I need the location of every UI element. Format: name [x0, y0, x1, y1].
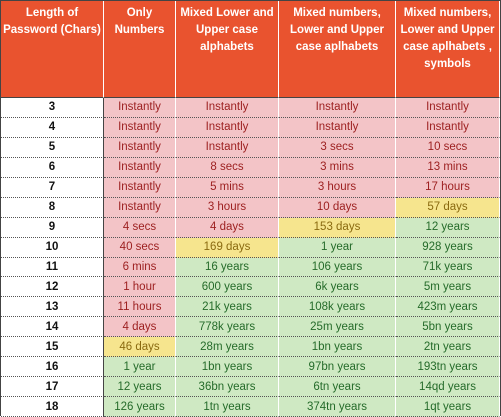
header-mixed-case: Mixed Lower and Upper case alphabets	[176, 1, 279, 98]
header-numbers-mixed-case-symbols-label: Mixed numbers, Lower and Upper case aplh…	[400, 7, 495, 70]
crack-time-cell: 1qt years	[396, 397, 500, 417]
crack-time-cell: 778k years	[176, 317, 279, 338]
crack-time-cell: 11 hours	[104, 297, 176, 318]
crack-time-cell: 46 days	[104, 337, 176, 358]
crack-time-cell: 16 years	[176, 257, 279, 278]
crack-time-cell: 5bn years	[396, 317, 500, 338]
password-length-cell: 13	[1, 297, 104, 318]
crack-time-cell: 2tn years	[396, 337, 500, 358]
crack-time-cell: 4 secs	[104, 217, 176, 238]
crack-time-cell: 3 hours	[176, 197, 279, 218]
crack-time-cell: Instantly	[176, 137, 279, 158]
crack-time-cell: 126 years	[104, 397, 176, 417]
crack-time-cell: Instantly	[104, 157, 176, 178]
crack-time-cell: 57 days	[396, 197, 500, 218]
crack-time-cell: 21k years	[176, 297, 279, 318]
crack-time-cell: Instantly	[176, 98, 279, 118]
password-length-cell: 18	[1, 397, 104, 417]
crack-time-cell: 4 days	[176, 217, 279, 238]
crack-time-cell: Instantly	[279, 117, 396, 138]
header-only-numbers: Only Numbers	[104, 1, 176, 98]
header-mixed-case-label: Mixed Lower and Upper case alphabets	[180, 7, 274, 53]
crack-time-cell: 10 secs	[396, 137, 500, 158]
crack-time-cell: 12 years	[396, 217, 500, 238]
crack-time-cell: 169 days	[176, 237, 279, 258]
password-length-cell: 10	[1, 237, 104, 258]
crack-time-cell: Instantly	[104, 137, 176, 158]
crack-time-cell: 193tn years	[396, 357, 500, 378]
crack-time-cell: 1bn years	[279, 337, 396, 358]
crack-time-cell: 5 mins	[176, 177, 279, 198]
crack-time-cell: 13 mins	[396, 157, 500, 178]
crack-time-cell: 1bn years	[176, 357, 279, 378]
crack-time-cell: 108k years	[279, 297, 396, 318]
crack-time-cell: Instantly	[104, 197, 176, 218]
crack-time-cell: Instantly	[104, 117, 176, 138]
crack-time-cell: 40 secs	[104, 237, 176, 258]
crack-time-cell: 6tn years	[279, 377, 396, 398]
header-numbers-mixed-case-symbols: Mixed numbers, Lower and Upper case aplh…	[396, 1, 500, 98]
password-length-cell: 4	[1, 117, 104, 138]
crack-time-cell: 1 year	[279, 237, 396, 258]
crack-time-cell: Instantly	[176, 117, 279, 138]
crack-time-cell: 36bn years	[176, 377, 279, 398]
crack-time-cell: 17 hours	[396, 177, 500, 198]
password-length-cell: 15	[1, 337, 104, 358]
password-length-cell: 8	[1, 197, 104, 218]
crack-time-cell: Instantly	[396, 98, 500, 118]
password-length-cell: 6	[1, 157, 104, 178]
header-only-numbers-label: Only Numbers	[114, 7, 165, 36]
crack-time-cell: 106 years	[279, 257, 396, 278]
crack-time-cell: 28m years	[176, 337, 279, 358]
crack-time-cell: 423m years	[396, 297, 500, 318]
header-length-label: Length of Password (Chars)	[3, 7, 101, 36]
crack-time-cell: 25m years	[279, 317, 396, 338]
crack-time-cell: 3 secs	[279, 137, 396, 158]
crack-time-cell: 374tn years	[279, 397, 396, 417]
crack-time-cell: 1 year	[104, 357, 176, 378]
password-length-cell: 9	[1, 217, 104, 238]
crack-time-cell: 928 years	[396, 237, 500, 258]
crack-time-cell: 4 days	[104, 317, 176, 338]
password-length-cell: 11	[1, 257, 104, 278]
header-numbers-mixed-case: Mixed numbers, Lower and Upper case aplh…	[279, 1, 396, 98]
crack-time-cell: Instantly	[104, 98, 176, 118]
crack-time-cell: 97bn years	[279, 357, 396, 378]
password-length-cell: 5	[1, 137, 104, 158]
crack-time-cell: 153 days	[279, 217, 396, 238]
password-length-cell: 7	[1, 177, 104, 198]
password-length-cell: 14	[1, 317, 104, 338]
crack-time-cell: 3 hours	[279, 177, 396, 198]
crack-time-cell: 1tn years	[176, 397, 279, 417]
crack-time-cell: 3 mins	[279, 157, 396, 178]
crack-time-cell: 1 hour	[104, 277, 176, 298]
crack-time-cell: 6k years	[279, 277, 396, 298]
crack-time-cell: Instantly	[104, 177, 176, 198]
crack-time-cell: 600 years	[176, 277, 279, 298]
crack-time-cell: 12 years	[104, 377, 176, 398]
password-length-cell: 12	[1, 277, 104, 298]
crack-time-cell: Instantly	[396, 117, 500, 138]
crack-time-cell: Instantly	[279, 98, 396, 118]
password-length-cell: 17	[1, 377, 104, 398]
password-length-cell: 3	[1, 98, 104, 118]
crack-time-cell: 10 days	[279, 197, 396, 218]
header-numbers-mixed-case-label: Mixed numbers, Lower and Upper case aplh…	[290, 7, 384, 53]
crack-time-cell: 6 mins	[104, 257, 176, 278]
header-length: Length of Password (Chars)	[1, 1, 104, 98]
password-length-cell: 16	[1, 357, 104, 378]
crack-time-cell: 8 secs	[176, 157, 279, 178]
crack-time-cell: 5m years	[396, 277, 500, 298]
crack-time-cell: 14qd years	[396, 377, 500, 398]
crack-time-cell: 71k years	[396, 257, 500, 278]
